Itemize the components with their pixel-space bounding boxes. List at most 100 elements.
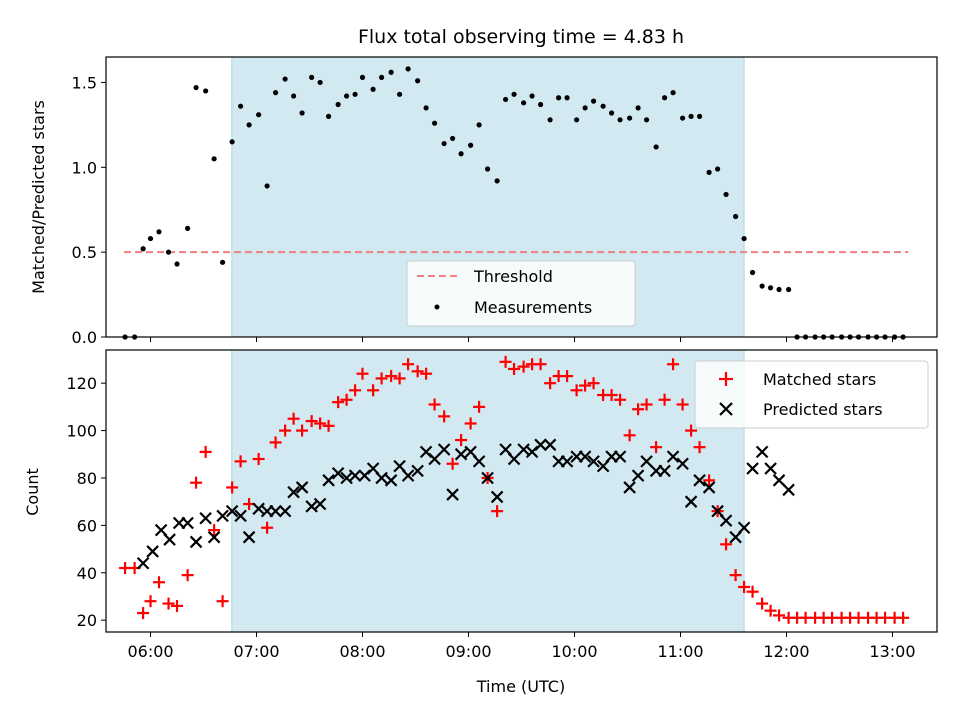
measurement-point — [537, 101, 544, 108]
bottom-x-tick-label: 09:00 — [445, 642, 491, 661]
predicted-point — [313, 497, 327, 511]
matched-point — [181, 569, 194, 582]
measurement-point — [256, 112, 262, 118]
measurement-point — [185, 225, 191, 231]
matched-point — [570, 384, 583, 397]
measurement-point — [431, 120, 438, 126]
bottom-y-tick-label: 60 — [77, 516, 97, 535]
predicted-point — [146, 545, 159, 558]
matched-point — [356, 367, 369, 380]
measurement-point — [352, 91, 358, 97]
matched-point — [385, 370, 398, 383]
matched-point — [650, 441, 663, 454]
predicted-point — [348, 469, 362, 482]
measurement-point — [511, 91, 517, 97]
bottom-x-tick-label: 08:00 — [339, 642, 385, 661]
measurement-point — [759, 283, 765, 289]
matched-point — [685, 424, 698, 437]
matched-point — [296, 424, 309, 437]
predicted-point — [287, 485, 300, 499]
predicted-point — [199, 511, 212, 525]
predicted-point — [534, 438, 547, 452]
matched-point — [738, 580, 751, 593]
matched-point — [667, 358, 680, 371]
measurement-point — [468, 142, 474, 148]
legend-threshold-label: Threshold — [473, 267, 553, 286]
measurement-point — [335, 101, 341, 108]
predicted-point — [234, 509, 247, 523]
predicted-point — [225, 504, 239, 518]
bottom-y-tick-label: 20 — [77, 611, 97, 630]
measurement-point — [317, 79, 323, 86]
matched-point — [534, 358, 547, 371]
matched-point — [261, 521, 274, 534]
matched-point — [455, 434, 468, 447]
measurement-point — [423, 105, 429, 111]
measurement-point — [529, 93, 535, 99]
top-ticks: 0.0 0.5 1.0 1.5 — [72, 73, 893, 347]
predicted-point — [322, 474, 335, 487]
predicted-point — [375, 471, 388, 485]
matched-point — [252, 453, 265, 466]
measurement-point — [282, 76, 288, 82]
matched-point — [579, 379, 592, 392]
matched-point — [508, 362, 521, 375]
bottom-x-tick-label: 06:00 — [127, 642, 173, 661]
matched-point — [322, 419, 335, 432]
legend-matched-swatch — [719, 372, 733, 386]
measurement-point — [582, 105, 588, 111]
predicted-point — [295, 481, 309, 494]
measurement-point — [733, 213, 739, 220]
matched-point — [367, 384, 380, 397]
measurement-point — [635, 105, 641, 111]
matched-point — [314, 417, 327, 430]
top-y-tick-label: 0.5 — [72, 243, 97, 262]
predicted-point — [437, 443, 451, 456]
matched-point — [216, 595, 229, 608]
matched-point — [269, 436, 282, 449]
top-y-tick-label: 0.0 — [72, 328, 97, 347]
measurement-point — [359, 74, 366, 80]
matched-point — [676, 398, 689, 411]
predicted-point — [472, 455, 486, 468]
measurement-point — [555, 95, 562, 101]
measurement-point — [291, 93, 297, 99]
legend-measurements-label: Measurements — [474, 298, 592, 317]
matched-point — [411, 365, 424, 378]
predicted-point — [163, 533, 176, 546]
top-y-tick-label: 1.0 — [72, 158, 97, 177]
measurement-point — [653, 144, 659, 150]
matched-point — [226, 481, 239, 494]
matched-point — [491, 505, 504, 518]
predicted-point — [719, 514, 733, 527]
top-y-axis-label: Matched/Predicted stars — [29, 100, 48, 294]
matched-point — [162, 597, 175, 610]
matched-point — [152, 576, 165, 589]
measurement-point — [299, 110, 305, 116]
measurement-point — [786, 286, 792, 293]
matched-point — [234, 455, 247, 468]
top-y-tick-label: 1.5 — [72, 73, 97, 92]
predicted-point — [543, 438, 557, 452]
measurement-point — [627, 115, 633, 121]
matched-point — [340, 393, 353, 406]
matched-point — [279, 424, 292, 437]
measurement-point — [714, 166, 721, 172]
measurement-point — [370, 86, 376, 92]
predicted-point — [676, 457, 689, 471]
matched-point — [438, 410, 451, 423]
matched-point — [464, 417, 477, 430]
measurement-point — [484, 166, 491, 172]
matched-point — [703, 474, 716, 487]
predicted-point — [216, 509, 229, 523]
measurement-point — [219, 259, 226, 265]
matched-point — [773, 609, 786, 622]
predicted-point — [401, 469, 415, 482]
legend-predicted-label: Predicted stars — [763, 400, 883, 419]
bottom-legend-box — [694, 360, 929, 429]
measurement-point — [229, 139, 235, 145]
measurement-point — [405, 66, 411, 72]
measurement-point — [723, 191, 729, 198]
measurement-point — [617, 117, 623, 123]
measurement-point — [325, 113, 332, 119]
